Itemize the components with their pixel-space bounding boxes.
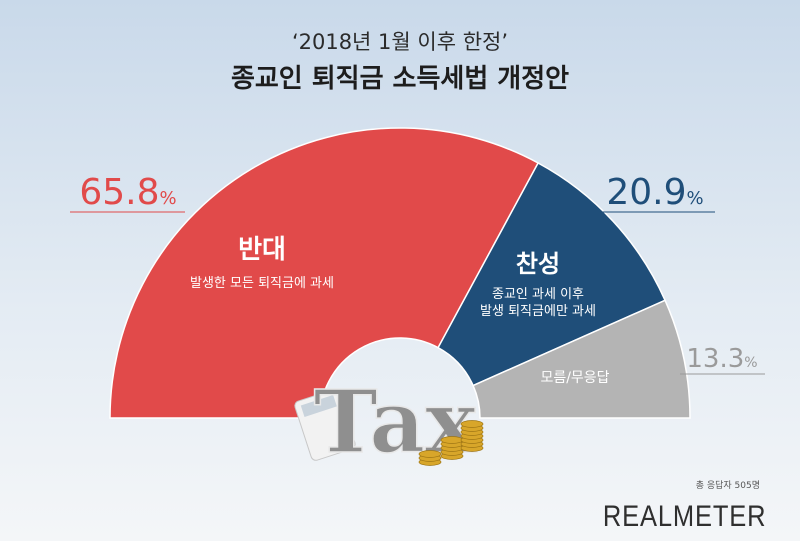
coin-2-5 — [440, 436, 464, 444]
brand-logo: REALMETER — [602, 500, 766, 533]
value-label-2: 20.9% — [606, 172, 703, 213]
chart-subtitle: ‘2018년 1월 이후 한정’ — [291, 30, 509, 54]
slice-desc-3: 모름/무응답 — [540, 370, 609, 386]
pie-slice-2 — [437, 161, 667, 387]
slice-desc-2-line-2: 발생 퇴직금에만 과세 — [480, 304, 596, 319]
pie-slice-1 — [109, 127, 540, 419]
pie-slice-3 — [472, 299, 691, 419]
value-label-1: 65.8% — [79, 172, 176, 213]
coin-1-3 — [418, 450, 442, 458]
coin-3-7 — [460, 420, 484, 428]
slice-label-2: 찬성 — [516, 250, 560, 278]
chart-title: 종교인 퇴직금 소득세법 개정안 — [230, 64, 570, 94]
slice-desc-1: 발생한 모든 퇴직금에 과세 — [190, 276, 334, 291]
value-label-3: 13.3% — [686, 344, 757, 374]
slice-label-1: 반대 — [238, 235, 286, 265]
slice-desc-2-line-1: 종교인 과세 이후 — [492, 287, 584, 302]
footnote: 총 응답자 505명 — [695, 481, 760, 491]
calculator-screen — [300, 395, 337, 417]
